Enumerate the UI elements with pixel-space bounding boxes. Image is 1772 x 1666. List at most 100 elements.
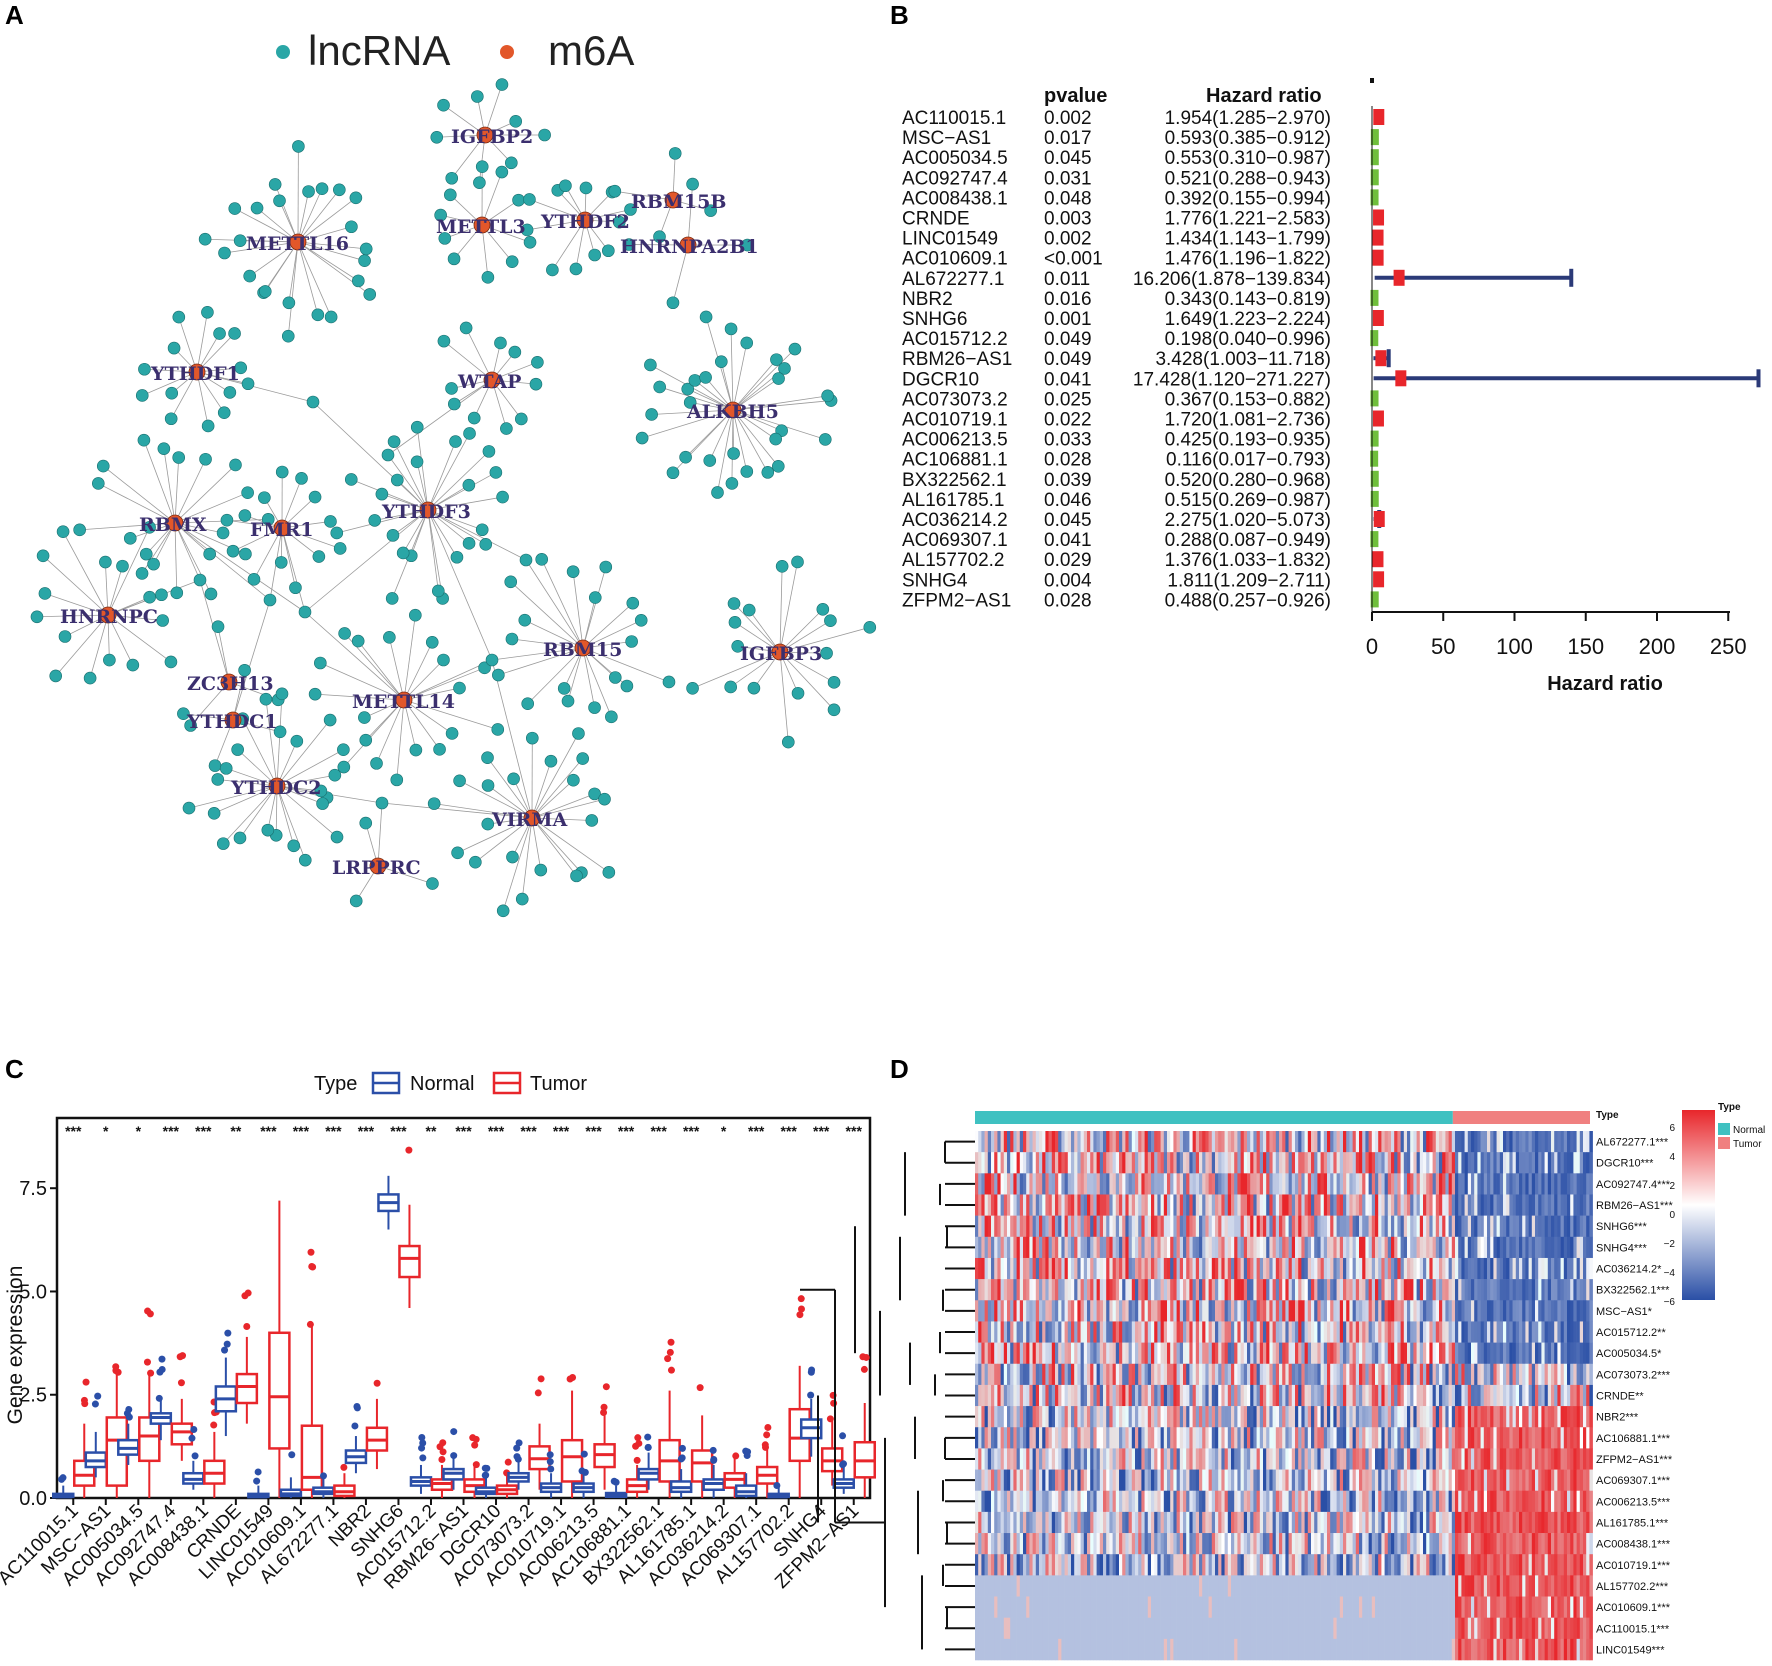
heatmap-cell bbox=[1567, 1384, 1571, 1407]
heatmap-cell bbox=[1333, 1131, 1337, 1153]
heatmap-cell bbox=[1138, 1384, 1142, 1407]
heatmap-cell bbox=[1007, 1215, 1011, 1238]
network-edge bbox=[732, 400, 832, 411]
heatmap-cell bbox=[1391, 1131, 1395, 1153]
heatmap-cell bbox=[1016, 1406, 1021, 1428]
heatmap-cell bbox=[1279, 1131, 1283, 1153]
heatmap-cell bbox=[1336, 1469, 1341, 1492]
heatmap-cell bbox=[1115, 1448, 1120, 1470]
hub-label: RBMX bbox=[139, 514, 207, 536]
heatmap-cell bbox=[1355, 1215, 1360, 1238]
lncrna-node bbox=[308, 490, 322, 504]
heatmap-cell bbox=[1058, 1511, 1062, 1534]
heatmap-cell bbox=[1199, 1406, 1203, 1428]
heatmap-cell bbox=[1506, 1321, 1510, 1343]
heatmap-cell bbox=[1307, 1342, 1312, 1365]
heatmap-cell bbox=[1515, 1173, 1520, 1195]
heatmap-cell bbox=[1093, 1236, 1097, 1259]
heatmap-cell bbox=[1179, 1342, 1184, 1365]
heatmap-cell bbox=[1339, 1363, 1344, 1386]
heatmap-cell bbox=[975, 1194, 979, 1216]
heatmap-cell bbox=[1154, 1279, 1158, 1301]
heatmap-cell bbox=[1538, 1490, 1542, 1513]
lncrna-node bbox=[747, 681, 761, 695]
normal-outlier bbox=[612, 1478, 620, 1486]
heatmap-cell bbox=[1432, 1490, 1437, 1513]
heatmap-cell bbox=[1067, 1236, 1072, 1259]
heatmap-cell bbox=[1202, 1236, 1206, 1259]
heatmap-cell bbox=[1227, 1131, 1232, 1153]
heatmap-cell bbox=[1541, 1469, 1545, 1492]
annotation-tumor-bar bbox=[1452, 1111, 1590, 1124]
heatmap-cell bbox=[1218, 1448, 1222, 1470]
heatmap-cell bbox=[1266, 1363, 1270, 1386]
heatmap-cell bbox=[1090, 1363, 1094, 1386]
normal-outlier bbox=[224, 1329, 232, 1337]
lncrna-node bbox=[208, 759, 222, 772]
heatmap-cell bbox=[1362, 1300, 1366, 1322]
lncrna-node bbox=[453, 774, 466, 788]
heatmap-cell bbox=[1371, 1363, 1376, 1386]
heatmap-cell bbox=[1474, 1152, 1478, 1174]
heatmap-cell bbox=[1266, 1490, 1270, 1513]
heatmap-cell bbox=[1170, 1363, 1174, 1386]
heatmap-cell bbox=[1471, 1173, 1475, 1195]
heatmap-cell bbox=[1023, 1427, 1027, 1449]
heatmap-cell bbox=[1477, 1363, 1481, 1386]
significance-label: *** bbox=[455, 1123, 472, 1139]
heatmap-cell bbox=[1387, 1321, 1392, 1343]
heatmap-cell bbox=[1355, 1448, 1360, 1470]
heatmap-cell bbox=[981, 1131, 985, 1153]
heatmap-cell bbox=[1099, 1215, 1104, 1238]
heatmap-cell bbox=[1551, 1194, 1555, 1216]
lncrna-node bbox=[518, 613, 532, 627]
heatmap-cell bbox=[1413, 1469, 1417, 1492]
heatmap-cell bbox=[1202, 1257, 1206, 1280]
heatmap-cell bbox=[1474, 1236, 1478, 1259]
heatmap-cell bbox=[1013, 1427, 1017, 1449]
heatmap-cell bbox=[1135, 1490, 1139, 1513]
heatmap-cell bbox=[1282, 1427, 1286, 1449]
heatmap-cell bbox=[1007, 1490, 1011, 1513]
heatmap-cell bbox=[1525, 1384, 1529, 1407]
network-edge bbox=[163, 448, 176, 524]
heatmap-cell bbox=[1423, 1194, 1427, 1216]
m6a-node bbox=[224, 711, 242, 729]
significance-label: *** bbox=[195, 1123, 212, 1139]
heatmap-cell bbox=[1349, 1279, 1353, 1301]
heatmap-cell bbox=[1167, 1490, 1171, 1513]
lncrna-node bbox=[427, 797, 441, 810]
y-tick-label: 2.5 bbox=[19, 1385, 47, 1407]
lncrna-node bbox=[216, 526, 230, 540]
heatmap-cell bbox=[1416, 1173, 1421, 1195]
heatmap-cell bbox=[1512, 1236, 1517, 1259]
heatmap-cell bbox=[1435, 1384, 1440, 1407]
heatmap-cell bbox=[1189, 1131, 1193, 1153]
heatmap-cell bbox=[1125, 1131, 1129, 1153]
heatmap-cell bbox=[1423, 1279, 1427, 1301]
lncrna-node bbox=[282, 296, 296, 310]
heatmap-cell bbox=[1317, 1448, 1321, 1470]
lncrna-node bbox=[662, 675, 676, 689]
heatmap-cell bbox=[1186, 1490, 1190, 1513]
heatmap-cell bbox=[1291, 1257, 1296, 1280]
heatmap-cell bbox=[1531, 1152, 1536, 1174]
heatmap-cell bbox=[1387, 1215, 1392, 1238]
network-edge bbox=[427, 472, 497, 511]
heatmap-cell bbox=[1506, 1194, 1510, 1216]
heatmap-cell bbox=[1493, 1448, 1497, 1470]
tumor-outlier bbox=[634, 1434, 642, 1442]
heatmap-cell bbox=[1432, 1406, 1437, 1428]
heatmap-cell bbox=[1391, 1257, 1395, 1280]
heatmap-cell bbox=[1192, 1131, 1197, 1153]
heatmap-cell bbox=[1103, 1342, 1107, 1365]
heatmap-cell bbox=[1163, 1363, 1168, 1386]
heatmap-cell bbox=[1058, 1469, 1062, 1492]
heatmap-cell bbox=[1115, 1363, 1120, 1386]
heatmap-cell bbox=[1160, 1406, 1165, 1428]
heatmap-cell bbox=[1138, 1490, 1142, 1513]
heatmap-cell bbox=[1112, 1490, 1117, 1513]
heatmap-cell bbox=[1330, 1363, 1334, 1386]
heatmap-cell bbox=[1154, 1257, 1158, 1280]
heatmap-cell bbox=[1477, 1131, 1481, 1153]
